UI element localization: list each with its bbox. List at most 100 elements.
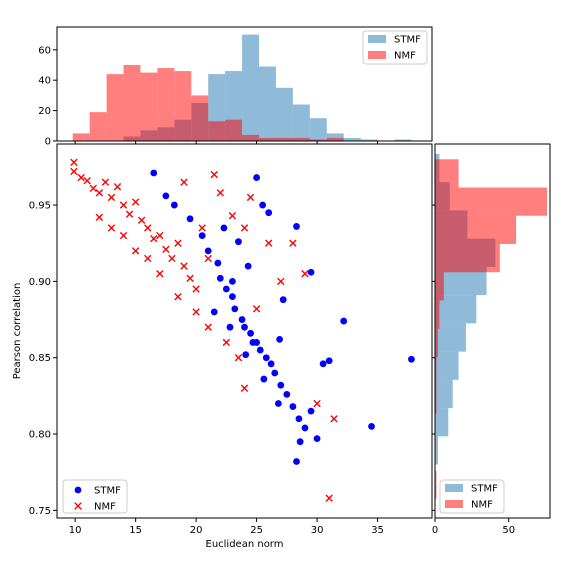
scatter-point-nmf [113, 183, 122, 191]
scatter-point-stmf [283, 390, 291, 398]
x-hist-bar-nmf [292, 137, 310, 141]
scatter-point-nmf [210, 170, 218, 179]
y-hist-bar-nmf [435, 328, 438, 357]
scatter-point-nmf [107, 224, 116, 232]
x-hist-bar-nmf [208, 121, 226, 141]
scatter-point-nmf [240, 224, 249, 232]
legend-marker-nmf [74, 502, 82, 510]
y-hist-x-tick-label: 50 [502, 525, 515, 536]
scatter-point-stmf [293, 223, 300, 230]
scatter-point-stmf [295, 415, 303, 423]
scatter-point-stmf [229, 277, 236, 285]
x-hist-bar-nmf [174, 71, 192, 141]
scatter-point-stmf [249, 339, 257, 346]
x-tick-label: 15 [129, 525, 142, 536]
scatter-point-nmf [204, 323, 212, 331]
scatter-point-nmf [95, 213, 104, 221]
x-hist-bar-nmf [225, 119, 243, 141]
x-hist-bar-nmf [140, 72, 158, 141]
scatter-point-stmf [198, 232, 206, 239]
x-tick-label: 25 [250, 525, 263, 536]
legend-label-nmf: NMF [471, 500, 493, 511]
scatter-point-nmf [156, 270, 164, 278]
x-tick-label: 20 [190, 525, 203, 536]
scatter-point-nmf [222, 338, 231, 347]
legend-swatch-nmf [368, 51, 386, 59]
y-hist-bar-nmf [435, 215, 517, 244]
y-hist-bar-stmf [435, 436, 438, 465]
scatter-point-stmf [289, 403, 297, 410]
x-hist-bar-stmf [292, 104, 310, 141]
y-hist-bar-nmf [435, 187, 548, 216]
y-hist-bar-stmf [435, 408, 449, 437]
scatter-point-stmf [242, 351, 250, 359]
x-histogram: 0 20 40 60 STMF NMF [38, 26, 433, 148]
scatter-point-nmf [234, 354, 243, 362]
scatter-point-nmf [277, 277, 285, 286]
scatter-point-stmf [293, 458, 300, 465]
scatter-point-stmf [301, 424, 309, 432]
scatter-point-stmf [313, 435, 321, 443]
scatter-point-stmf [340, 317, 348, 325]
scatter-point-stmf [319, 360, 327, 368]
scatter-point-nmf [70, 167, 78, 176]
legend-swatch-stmf [368, 35, 386, 43]
x-hist-y-tick-label: 60 [38, 45, 51, 56]
scatter-point-nmf [240, 384, 249, 392]
scatter-point-stmf [267, 360, 275, 368]
scatter-point-nmf [174, 239, 182, 247]
scatter-point-stmf [262, 354, 270, 362]
scatter-point-stmf [241, 323, 248, 331]
scatter-point-nmf [156, 231, 164, 240]
scatter-point-stmf [247, 329, 254, 337]
scatter-point-nmf [325, 494, 333, 502]
scatter-point-nmf [137, 216, 146, 225]
scatter-point-nmf [144, 254, 152, 263]
x-hist-bar-nmf [242, 134, 260, 141]
plot-background [57, 144, 432, 518]
scatter-point-stmf [186, 215, 194, 223]
scatter-point-nmf [204, 254, 212, 263]
scatter-legend: STMF NMF [62, 479, 128, 514]
scatter-point-stmf [235, 238, 242, 246]
y-tick-label: 0.80 [29, 430, 51, 441]
scatter-point-stmf [296, 438, 304, 446]
y-hist-bar-nmf [435, 300, 440, 329]
scatter-point-nmf [180, 262, 188, 270]
scatter-point-nmf [289, 239, 297, 247]
x-axis-label: Euclidean norm [206, 539, 284, 550]
scatter-point-nmf [198, 224, 206, 232]
scatter-point-nmf [89, 184, 97, 192]
scatter-point-nmf [246, 193, 255, 202]
x-hist-bar-nmf [106, 74, 124, 141]
y-axis-label: Pearson correlation [12, 283, 23, 380]
y-hist-bar-nmf [435, 470, 437, 499]
x-hist-bar-nmf [259, 137, 276, 141]
x-hist-legend: STMF NMF [362, 30, 428, 65]
y-hist-x-tick-label: 0 [432, 525, 438, 536]
x-hist-bar-nmf [123, 65, 141, 141]
x-hist-bar-stmf [309, 118, 327, 141]
scatter-point-stmf [277, 381, 285, 389]
scatter-point-stmf [238, 316, 246, 323]
scatter-point-nmf [216, 189, 225, 197]
y-hist-bar-nmf [435, 243, 500, 273]
scatter-point-nmf [180, 178, 188, 186]
scatter-point-nmf [313, 399, 321, 408]
scatter-point-nmf [264, 239, 273, 247]
y-hist-frame [434, 143, 551, 519]
scatter-point-stmf [260, 375, 268, 383]
scatter-point-stmf [204, 247, 212, 255]
x-hist-bar-nmf [89, 112, 107, 141]
y-tick-label: 0.85 [29, 353, 51, 364]
x-hist-bar-nmf [72, 133, 90, 141]
legend-label-nmf: NMF [94, 502, 116, 513]
scatter-point-nmf [131, 198, 140, 206]
legend-label-nmf: NMF [394, 51, 416, 62]
scatter-point-stmf [214, 259, 222, 267]
x-hist-bar-nmf [157, 68, 175, 141]
scatter-point-nmf [125, 210, 134, 218]
scatter-point-stmf [244, 262, 252, 270]
scatter-point-stmf [325, 357, 333, 365]
scatter-plot: 10 15 20 25 30 35 0.75 0.80 0.85 0.90 0.95 Euclidea… [12, 143, 433, 550]
